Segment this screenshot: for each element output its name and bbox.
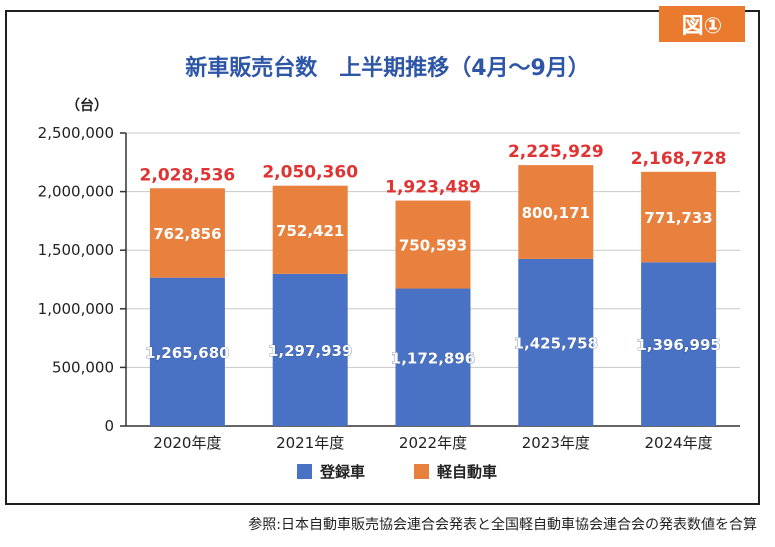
figure-badge: 図① [659,6,745,42]
bar-registered [149,277,225,426]
bar-kei [149,188,225,278]
bar-registered [272,273,348,426]
bar-registered [641,262,717,426]
x-tick-label: 2023年度 [522,434,590,452]
data-label-registered: 1,396,995 [636,336,720,354]
legend-swatch-registered [297,464,312,479]
bar-kei [272,185,348,274]
data-label-total: 2,028,536 [140,165,236,185]
chart-title: 新車販売台数 上半期推移（4月〜9月） [185,56,590,81]
data-label-registered: 1,425,758 [514,334,598,352]
data-label-total: 2,050,360 [262,163,358,183]
data-label-registered: 1,297,939 [268,342,352,360]
x-tick-label: 2022年度 [399,434,467,452]
data-label-registered: 1,265,680 [145,344,229,362]
data-label-total: 2,225,929 [508,142,604,162]
data-label-kei: 800,171 [522,204,590,222]
data-label-total: 2,168,728 [631,149,727,169]
bar-registered [518,258,594,426]
legend-label-kei: 軽自動車 [437,463,497,481]
bar-kei [395,200,471,289]
bar-kei [641,171,717,263]
data-label-total: 1,923,489 [385,178,481,198]
data-label-kei: 750,593 [399,237,467,255]
data-label-registered: 1,172,896 [391,349,475,367]
x-tick-label: 2024年度 [645,434,713,452]
y-axis-unit-label: （台） [66,98,108,114]
bar-kei [518,165,594,259]
y-tick-label: 1,500,000 [38,241,114,259]
y-tick-label: 1,000,000 [38,300,114,318]
y-tick-label: 0 [104,417,114,435]
data-label-kei: 771,733 [644,209,712,227]
y-tick-label: 2,500,000 [38,124,114,142]
y-tick-label: 2,000,000 [38,183,114,201]
x-tick-label: 2020年度 [153,434,221,452]
y-tick-label: 500,000 [52,358,114,376]
data-label-kei: 752,421 [276,222,344,240]
chart-frame [5,10,760,505]
data-label-kei: 762,856 [153,225,221,243]
legend-swatch-kei [414,464,429,479]
source-footnote: 参照:日本自動車販売協会連合会発表と全国軽自動車協会連合会の発表数値を合算 [248,517,757,533]
legend-label-registered: 登録車 [319,463,365,481]
x-tick-label: 2021年度 [276,434,344,452]
bar-registered [395,288,471,426]
